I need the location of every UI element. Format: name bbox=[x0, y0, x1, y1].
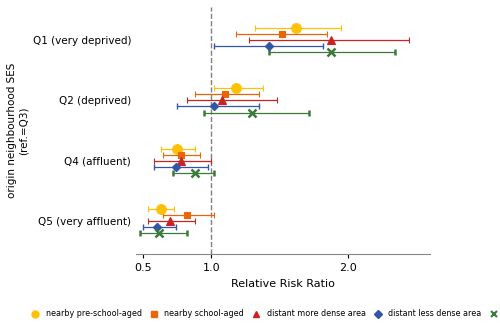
Legend: nearby pre-school-aged, nearby school-aged, distant more dense area, distant les: nearby pre-school-aged, nearby school-ag… bbox=[26, 308, 500, 320]
Y-axis label: origin neighbourhood SES
(ref.=Q3): origin neighbourhood SES (ref.=Q3) bbox=[7, 63, 28, 198]
X-axis label: Relative Risk Ratio: Relative Risk Ratio bbox=[231, 279, 335, 289]
